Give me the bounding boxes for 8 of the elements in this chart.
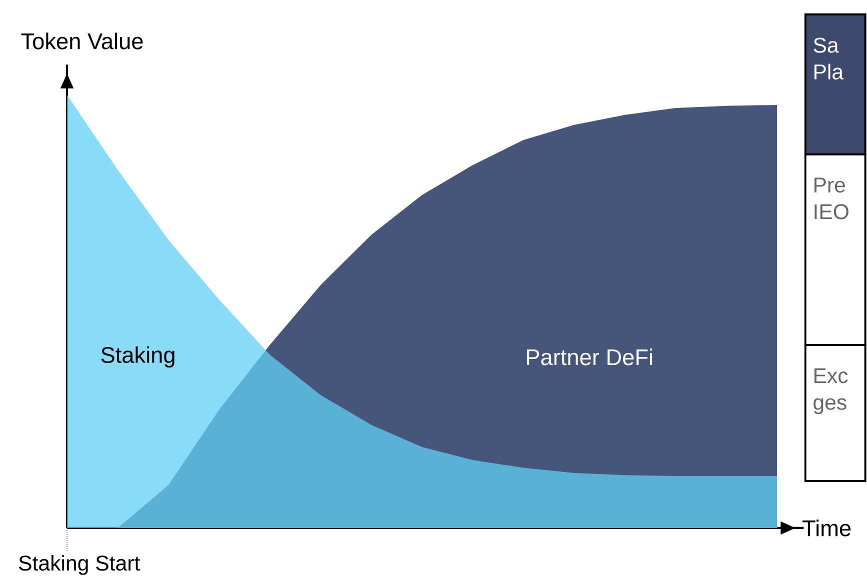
series-label: Partner DeFi <box>526 348 652 366</box>
x-axis-title: Time <box>802 520 851 536</box>
text: Staking Start <box>19 555 140 575</box>
text: Exc ges <box>814 368 848 414</box>
y-axis-title: Token Value <box>21 32 143 50</box>
text: Sa Pla <box>814 38 844 80</box>
text: Pre IEO <box>814 178 848 220</box>
series-label: Staking <box>101 346 174 368</box>
